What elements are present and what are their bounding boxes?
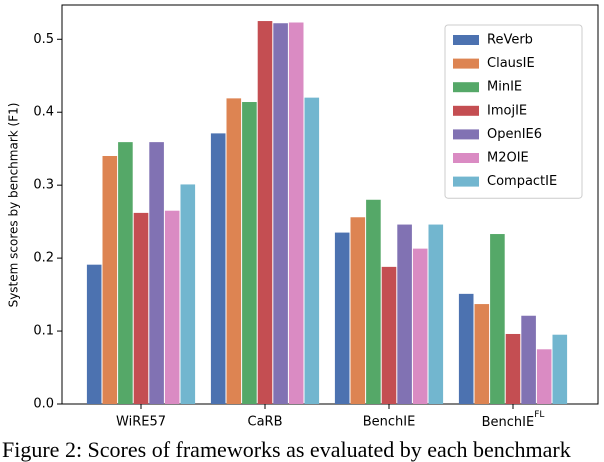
legend-label: OpenIE6 (487, 127, 542, 142)
bar (428, 224, 444, 404)
legend-label: MinIE (487, 80, 522, 95)
bar (86, 264, 102, 404)
x-tick-label: BenchIEFL (482, 410, 545, 430)
bar (273, 23, 288, 404)
bar (118, 142, 133, 404)
bar (521, 315, 536, 404)
bar (490, 234, 505, 404)
legend-label: M2OIE (487, 151, 529, 166)
caption: Figure 2: Scores of frameworks as evalua… (2, 437, 571, 462)
bar (350, 217, 366, 404)
bar (257, 21, 273, 404)
y-tick-label: 0.3 (33, 178, 54, 193)
bar (474, 304, 490, 404)
legend-swatch (453, 153, 479, 163)
x-tick-label: BenchIE (363, 415, 416, 430)
bar (458, 293, 474, 404)
bar (288, 22, 304, 404)
x-tick-label: WiRE57 (116, 415, 166, 430)
y-tick-label: 0.1 (33, 324, 54, 339)
legend-swatch (453, 129, 479, 140)
y-tick-label: 0.0 (33, 397, 54, 412)
bar (180, 184, 196, 404)
legend-label: CompactIE (487, 174, 557, 189)
x-tick-label-text: BenchIE (482, 415, 535, 430)
bar (397, 224, 412, 404)
bar (536, 349, 552, 404)
bar (133, 212, 149, 404)
bar (149, 142, 164, 404)
bar (366, 199, 381, 404)
bar (552, 334, 568, 404)
legend-swatch (453, 176, 479, 187)
bar (164, 210, 180, 404)
y-tick-label: 0.5 (33, 32, 54, 47)
legend-swatch (453, 82, 479, 93)
legend-box (444, 24, 583, 199)
legend-label: ReVerb (487, 33, 533, 48)
bar (381, 266, 397, 404)
bar (505, 333, 521, 404)
legend-swatch (453, 58, 479, 69)
y-tick-label: 0.2 (33, 251, 54, 266)
bar (102, 155, 118, 404)
plot-frame (61, 4, 599, 405)
legend-label: ImojIE (487, 103, 527, 118)
bar (334, 232, 350, 404)
x-tick-label: CaRB (248, 415, 283, 430)
bar (412, 248, 428, 404)
y-tick-label: 0.4 (33, 105, 54, 120)
legend-swatch (453, 105, 479, 116)
legend-label: ClausIE (487, 56, 535, 71)
y-axis-label: System scores by benchmark (F1) (7, 103, 21, 308)
bar (242, 102, 257, 405)
bar (210, 133, 226, 404)
legend-swatch (453, 35, 479, 45)
bar (304, 97, 320, 404)
bar (226, 98, 242, 404)
x-tick-label-superscript: FL (534, 410, 544, 420)
